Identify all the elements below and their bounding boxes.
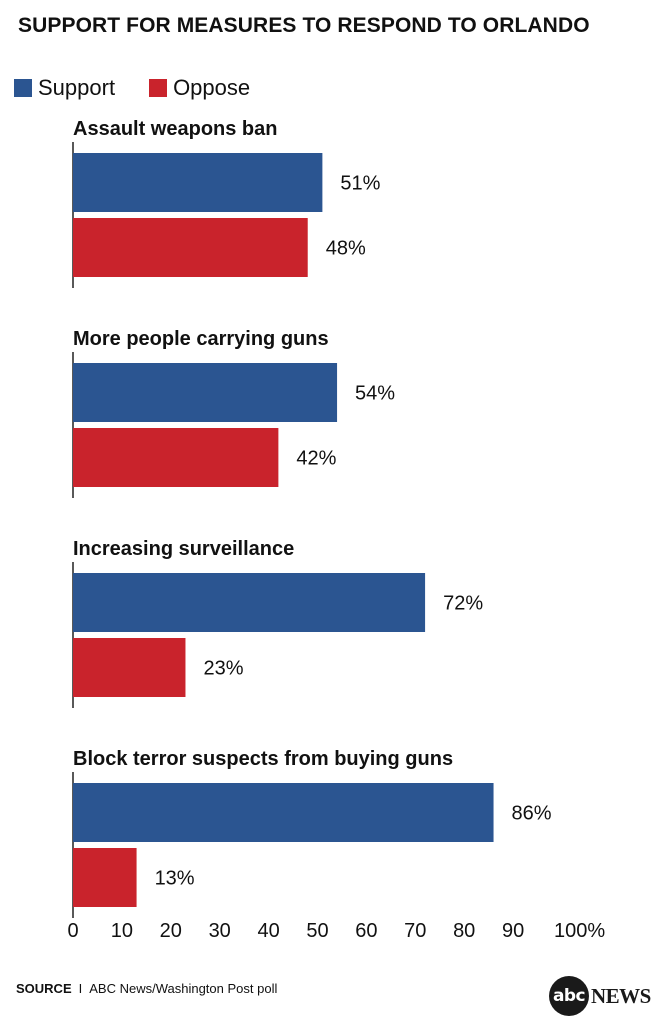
data-label: 86% (512, 803, 552, 825)
x-tick-label: 100% (554, 920, 605, 942)
source-separator: I (78, 981, 83, 996)
bar-oppose (73, 848, 137, 907)
bar-support (73, 153, 323, 212)
source-label: SOURCE (16, 981, 72, 996)
bar-support (73, 363, 338, 422)
data-label: 48% (326, 238, 366, 260)
category-label: Assault weapons ban (73, 118, 278, 140)
x-tick-label: 30 (209, 920, 231, 942)
chart-title: SUPPORT FOR MEASURES TO RESPOND TO ORLAN… (18, 14, 590, 37)
x-tick-label: 60 (355, 920, 377, 942)
x-tick-label: 50 (306, 920, 328, 942)
bar-oppose (73, 638, 186, 697)
data-label: 72% (443, 593, 483, 615)
bar-chart: Assault weapons ban 51% 48% More people car… (67, 118, 605, 942)
x-tick-label: 0 (67, 920, 78, 942)
data-label: 51% (340, 173, 380, 195)
abc-news-logo: abc NEWS (549, 976, 651, 1016)
bar-support (73, 783, 494, 842)
legend: Support Oppose (14, 75, 284, 101)
source-line: SOURCE I ABC News/Washington Post poll (16, 981, 277, 996)
bar-oppose (73, 428, 279, 487)
category-label: Increasing surveillance (73, 538, 294, 560)
abc-logo-wordmark: NEWS (591, 983, 651, 1008)
x-tick-label: 20 (160, 920, 182, 942)
legend-label-oppose: Oppose (173, 75, 251, 100)
abc-logo-mark: abc (549, 976, 589, 1016)
category-label: Block terror suspects from buying guns (73, 748, 453, 770)
category-label: More people carrying guns (73, 328, 329, 350)
x-tick-label: 40 (257, 920, 279, 942)
x-tick-label: 90 (502, 920, 524, 942)
x-tick-label: 80 (453, 920, 475, 942)
bar-oppose (73, 218, 308, 277)
x-tick-label: 10 (111, 920, 133, 942)
legend-swatch-support (14, 79, 32, 97)
legend-item-support: Support (14, 75, 115, 101)
source-text: ABC News/Washington Post poll (89, 981, 278, 996)
data-label: 42% (296, 448, 336, 470)
legend-swatch-oppose (149, 79, 168, 97)
x-tick-label: 70 (404, 920, 426, 942)
legend-label-support: Support (38, 75, 116, 100)
data-label: 13% (155, 868, 195, 890)
data-label: 23% (203, 658, 243, 680)
data-label: 54% (355, 383, 395, 405)
legend-item-oppose: Oppose (149, 75, 250, 101)
bar-support (73, 573, 426, 632)
